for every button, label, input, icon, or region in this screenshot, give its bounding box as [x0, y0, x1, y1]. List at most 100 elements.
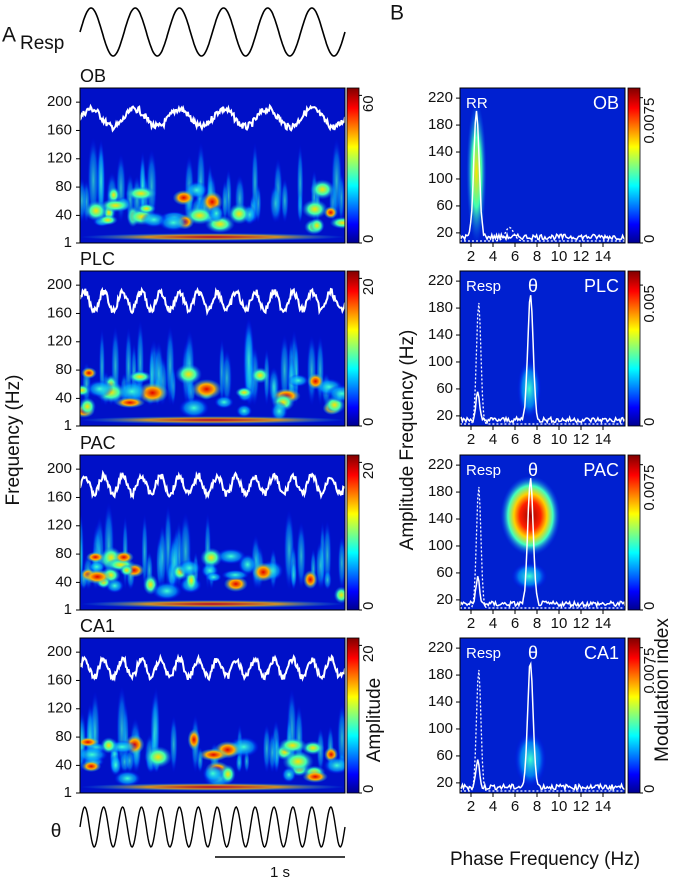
- heatmap-cell: [214, 395, 234, 409]
- heatmap-blob: [511, 562, 548, 591]
- heatmap-cell: [290, 560, 298, 590]
- heatmap-cell: [175, 363, 202, 385]
- heatmap-cell: [310, 179, 335, 200]
- colorbar-tick-label: 0: [641, 235, 658, 243]
- y-tick-label: 200: [47, 93, 72, 110]
- heatmap-cell: [202, 764, 224, 783]
- frame: [459, 637, 626, 794]
- heatmap-cell: [169, 715, 178, 773]
- y-tick-label: 100: [428, 353, 453, 370]
- heatmap-cell: [243, 318, 254, 406]
- plot-title: CA1: [80, 616, 115, 636]
- colorbar: [627, 454, 641, 611]
- spectrogram: [80, 88, 345, 243]
- colorbar-tick-label: 0: [360, 235, 377, 243]
- annotation: θ: [528, 460, 538, 480]
- y-tick-label: 80: [55, 728, 72, 745]
- mi-trace-dotted: [460, 302, 625, 425]
- comodulogram: [460, 271, 625, 426]
- heatmap-cell: [315, 540, 326, 590]
- x-tick-label: 4: [489, 798, 497, 815]
- y-tick-label: 60: [436, 197, 453, 214]
- y-axis-label: Frequency (Hz): [3, 375, 24, 506]
- spectrogram: [80, 638, 345, 793]
- plot-title: CA1: [584, 643, 619, 663]
- y-tick-label: 160: [47, 488, 72, 505]
- heatmap-cell: [99, 198, 132, 213]
- y-tick-label: 120: [47, 700, 72, 717]
- heatmap-cell: [119, 564, 134, 577]
- colorbar: [627, 637, 641, 794]
- amplitude-trace: [80, 653, 345, 682]
- heatmap-cell: [307, 373, 324, 390]
- y-tick-label: 140: [428, 326, 453, 343]
- y-tick-label: 80: [55, 361, 72, 378]
- heatmap-cell: [309, 217, 325, 234]
- x-tick-label: 12: [573, 798, 590, 815]
- heatmap-band: [80, 600, 345, 608]
- heatmap-cell: [137, 203, 156, 214]
- colorbar-tick-label: 0: [641, 418, 658, 426]
- frame: [459, 87, 626, 244]
- heatmap-cell: [336, 703, 345, 773]
- heatmap-cell: [302, 770, 328, 783]
- x-tick-label: 4: [489, 248, 497, 265]
- x-tick-label: 12: [573, 615, 590, 632]
- y-tick-label: 1: [64, 784, 72, 801]
- heatmap-cell: [165, 325, 175, 406]
- amplitude-trace: [80, 103, 345, 133]
- y-tick-label: 140: [428, 693, 453, 710]
- plot-title: PLC: [80, 249, 115, 269]
- heatmap-blob: [500, 475, 561, 556]
- x-tick-label: 10: [551, 615, 568, 632]
- y-tick-label: 220: [428, 272, 453, 289]
- y-tick-label: 1: [64, 234, 72, 251]
- heatmap-cell: [235, 387, 253, 398]
- y-tick-label: 140: [428, 143, 453, 160]
- plot-title: PAC: [80, 433, 116, 453]
- x-tick-label: 10: [551, 431, 568, 448]
- y-tick-label: 100: [428, 720, 453, 737]
- y-tick-label: 20: [436, 407, 453, 424]
- y-tick-label: 20: [436, 774, 453, 791]
- heatmap-cell: [113, 551, 134, 564]
- heatmap-cell: [157, 524, 167, 591]
- heatmap-cell: [235, 752, 243, 773]
- heatmap-blob: [517, 358, 542, 419]
- x-tick-label: 6: [511, 431, 519, 448]
- heatmap-cell: [127, 370, 152, 383]
- x-tick-label: 6: [511, 798, 519, 815]
- frame: [459, 270, 626, 427]
- colorbar: [346, 637, 360, 794]
- heatmap-cell: [80, 397, 96, 416]
- heatmap-cell: [151, 581, 183, 601]
- resp-label: Resp: [20, 33, 64, 54]
- plot-title: OB: [80, 66, 106, 86]
- x-tick-label: 4: [489, 431, 497, 448]
- x-tick-label: 12: [573, 248, 590, 265]
- y-tick-label: 20: [436, 591, 453, 608]
- y-tick-label: 40: [55, 389, 72, 406]
- x-tick-label: 4: [489, 615, 497, 632]
- y-axis-label: Amplitude Frequency (Hz): [397, 330, 418, 551]
- heatmap-cell: [124, 748, 135, 774]
- y-tick-label: 20: [436, 224, 453, 241]
- heatmap-cell: [306, 335, 317, 406]
- y-tick-label: 220: [428, 456, 453, 473]
- heatmap-band: [80, 783, 345, 791]
- scale-label: 1 s: [270, 864, 290, 881]
- heatmap-cell: [296, 143, 304, 223]
- annotation: Resp: [466, 278, 501, 295]
- y-tick-label: 120: [47, 333, 72, 350]
- heatmap-cell: [326, 384, 345, 403]
- heatmap-cell: [238, 553, 258, 576]
- heatmap-cell: [250, 367, 270, 384]
- colorbar-tick-label: 20: [360, 645, 377, 662]
- y-tick-label: 180: [428, 299, 453, 316]
- annotation: Resp: [466, 645, 501, 662]
- colorbar-tick-label: 0: [641, 602, 658, 610]
- y-tick-label: 220: [428, 89, 453, 106]
- x-tick-label: 14: [595, 615, 612, 632]
- colorbar-tick-label: 0.0075: [641, 648, 658, 694]
